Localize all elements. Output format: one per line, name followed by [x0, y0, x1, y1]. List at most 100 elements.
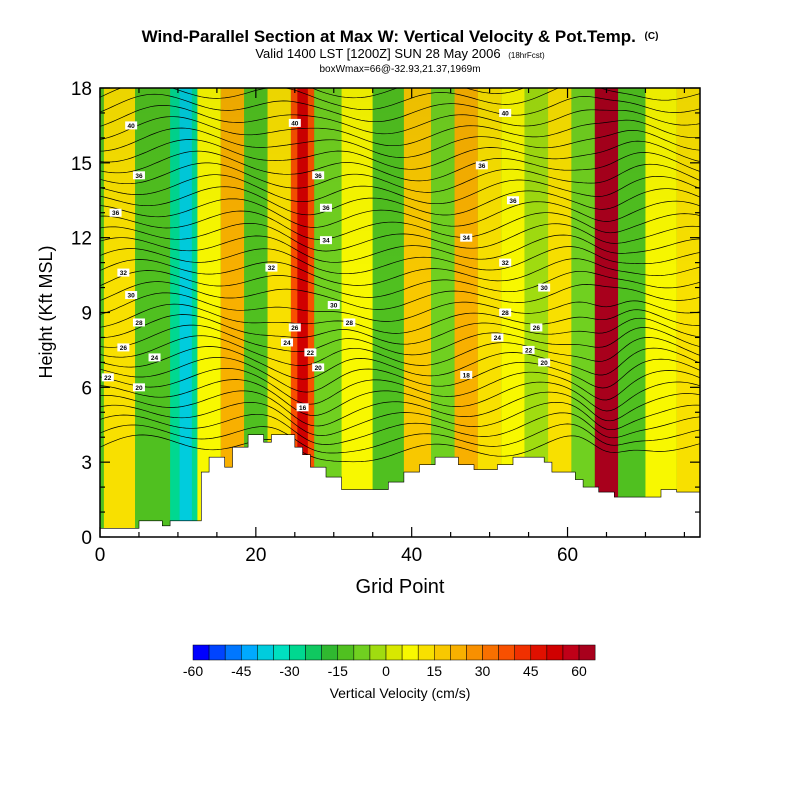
colorbar-swatch	[353, 644, 371, 661]
isentrope-label-bg	[101, 373, 114, 382]
isentrope-line	[100, 379, 700, 416]
isentrope-label-bg	[312, 171, 325, 180]
colorbar-tick-label: 45	[523, 663, 539, 679]
isentrope-line	[100, 368, 700, 405]
colorbar-tick-label: 0	[382, 663, 390, 679]
colorbar-tick-label: -60	[183, 663, 203, 679]
velocity-core	[297, 88, 308, 537]
isentrope-label-bg	[460, 370, 473, 379]
y-tick-label: 6	[81, 378, 92, 399]
x-tick-label: 20	[245, 545, 266, 566]
colorbar-swatch	[192, 644, 210, 661]
isentrope-label-bg	[499, 308, 512, 317]
plot-area: 40 40 40 36 36 36 36 36 36 34 34 32 32 32 30 30 30 28 28 28…	[100, 88, 700, 537]
isentrope-label-bg	[288, 323, 301, 332]
isentrope-label: 26	[120, 345, 128, 352]
x-axis-label: Grid Point	[356, 576, 445, 598]
y-tick-label: 15	[71, 154, 92, 175]
colorbar-swatch	[337, 644, 355, 661]
isentrope-lines	[100, 88, 700, 463]
colorbar-tick-label: -30	[279, 663, 299, 679]
isentrope-line	[100, 270, 700, 298]
colorbar-swatch	[385, 644, 403, 661]
isentrope-line	[100, 401, 700, 436]
isentrope-label: 28	[346, 320, 354, 327]
isentrope-label: 20	[135, 385, 143, 392]
chart-subtitle-note: (18hrFcst)	[508, 51, 545, 60]
x-tick-label: 0	[95, 545, 106, 566]
isentrope-label: 36	[509, 198, 517, 205]
chart-subtitle: Valid 1400 LST [1200Z] SUN 28 May 2006 (…	[255, 46, 545, 61]
isentrope-label-bg	[506, 196, 519, 205]
isentrope-label: 28	[135, 320, 143, 327]
isentrope-line	[100, 223, 700, 252]
x-axis: 0 20 40 60	[95, 88, 686, 566]
isentrope-label-bg	[132, 383, 145, 392]
isentrope-label: 20	[315, 365, 323, 372]
y-tick-label: 12	[71, 229, 92, 250]
isentrope-label-bg	[460, 233, 473, 242]
colorbar-swatch	[417, 644, 435, 661]
isentrope-line	[100, 335, 700, 366]
isentrope-line	[100, 314, 700, 345]
isentrope-line	[100, 210, 700, 240]
isentrope-line	[100, 281, 700, 310]
chart-box-note: boxWmax=66@-32.93,21.37,1969m	[319, 64, 480, 75]
isentrope-label: 30	[128, 293, 136, 300]
colorbar-swatch	[450, 644, 467, 661]
isentrope-line	[100, 162, 700, 193]
colorbar-swatch	[369, 644, 387, 661]
colorbar-swatch	[466, 644, 483, 661]
colorbar-swatch	[208, 644, 226, 661]
isentrope-label: 16	[299, 405, 307, 412]
isentrope-line	[100, 346, 700, 380]
isentrope-line	[100, 93, 700, 123]
chart-title-main: Wind-Parallel Section at Max W: Vertical…	[142, 27, 636, 46]
isentrope-label: 26	[291, 325, 299, 332]
isentrope-label: 24	[283, 340, 291, 347]
isentrope-label-bg	[117, 268, 130, 277]
isentrope-label-bg	[296, 403, 309, 412]
isentrope-label: 28	[502, 310, 510, 317]
isentrope-label: 36	[135, 173, 143, 180]
isentrope-label-bg	[499, 108, 512, 117]
isentrope-label: 34	[322, 238, 330, 245]
isentrope-line	[100, 246, 700, 275]
isentrope-label-bg	[538, 283, 551, 292]
isentrope-line	[100, 186, 700, 216]
isentrope-label: 40	[291, 120, 299, 127]
colorbar-swatch	[562, 644, 580, 661]
isentrope-line	[100, 234, 700, 263]
colorbar	[192, 644, 596, 661]
isentrope-label-bg	[530, 323, 543, 332]
colorbar-tick-label: 15	[426, 663, 442, 679]
isentrope-labels: 40 40 40 36 36 36 36 36 36 34 34 32 32 32 30 30 30 28 28 28…	[101, 108, 551, 412]
colorbar-tick-label: 60	[571, 663, 587, 679]
colorbar-swatch	[498, 644, 515, 661]
isentrope-label-bg	[109, 208, 122, 217]
isentrope-label-bg	[117, 343, 130, 352]
isentrope-label-bg	[304, 348, 317, 357]
isentrope-label-bg	[265, 263, 278, 272]
chart-subtitle-main: Valid 1400 LST [1200Z] SUN 28 May 2006	[255, 46, 500, 61]
colorbar-swatch	[224, 644, 242, 661]
isentrope-line	[100, 292, 700, 322]
colorbar-swatch	[530, 644, 548, 661]
y-axis-label: Height (Kft MSL)	[36, 245, 56, 378]
isentrope-label-bg	[312, 363, 325, 372]
isentrope-label-bg	[288, 118, 301, 127]
isentrope-line	[100, 357, 700, 393]
isentrope-label-bg	[499, 258, 512, 267]
x-tick-label: 40	[401, 545, 422, 566]
isentrope-line	[100, 390, 700, 427]
isentrope-label-bg	[491, 333, 504, 342]
colorbar-tick-label: -15	[328, 663, 348, 679]
isentrope-line	[100, 412, 700, 445]
isentrope-label: 30	[541, 285, 549, 292]
isentrope-label: 22	[307, 350, 315, 357]
terrain-mask	[100, 434, 700, 537]
y-tick-label: 9	[81, 304, 92, 325]
isentrope-label: 36	[315, 173, 323, 180]
colorbar-label: Vertical Velocity (cm/s)	[330, 685, 471, 701]
